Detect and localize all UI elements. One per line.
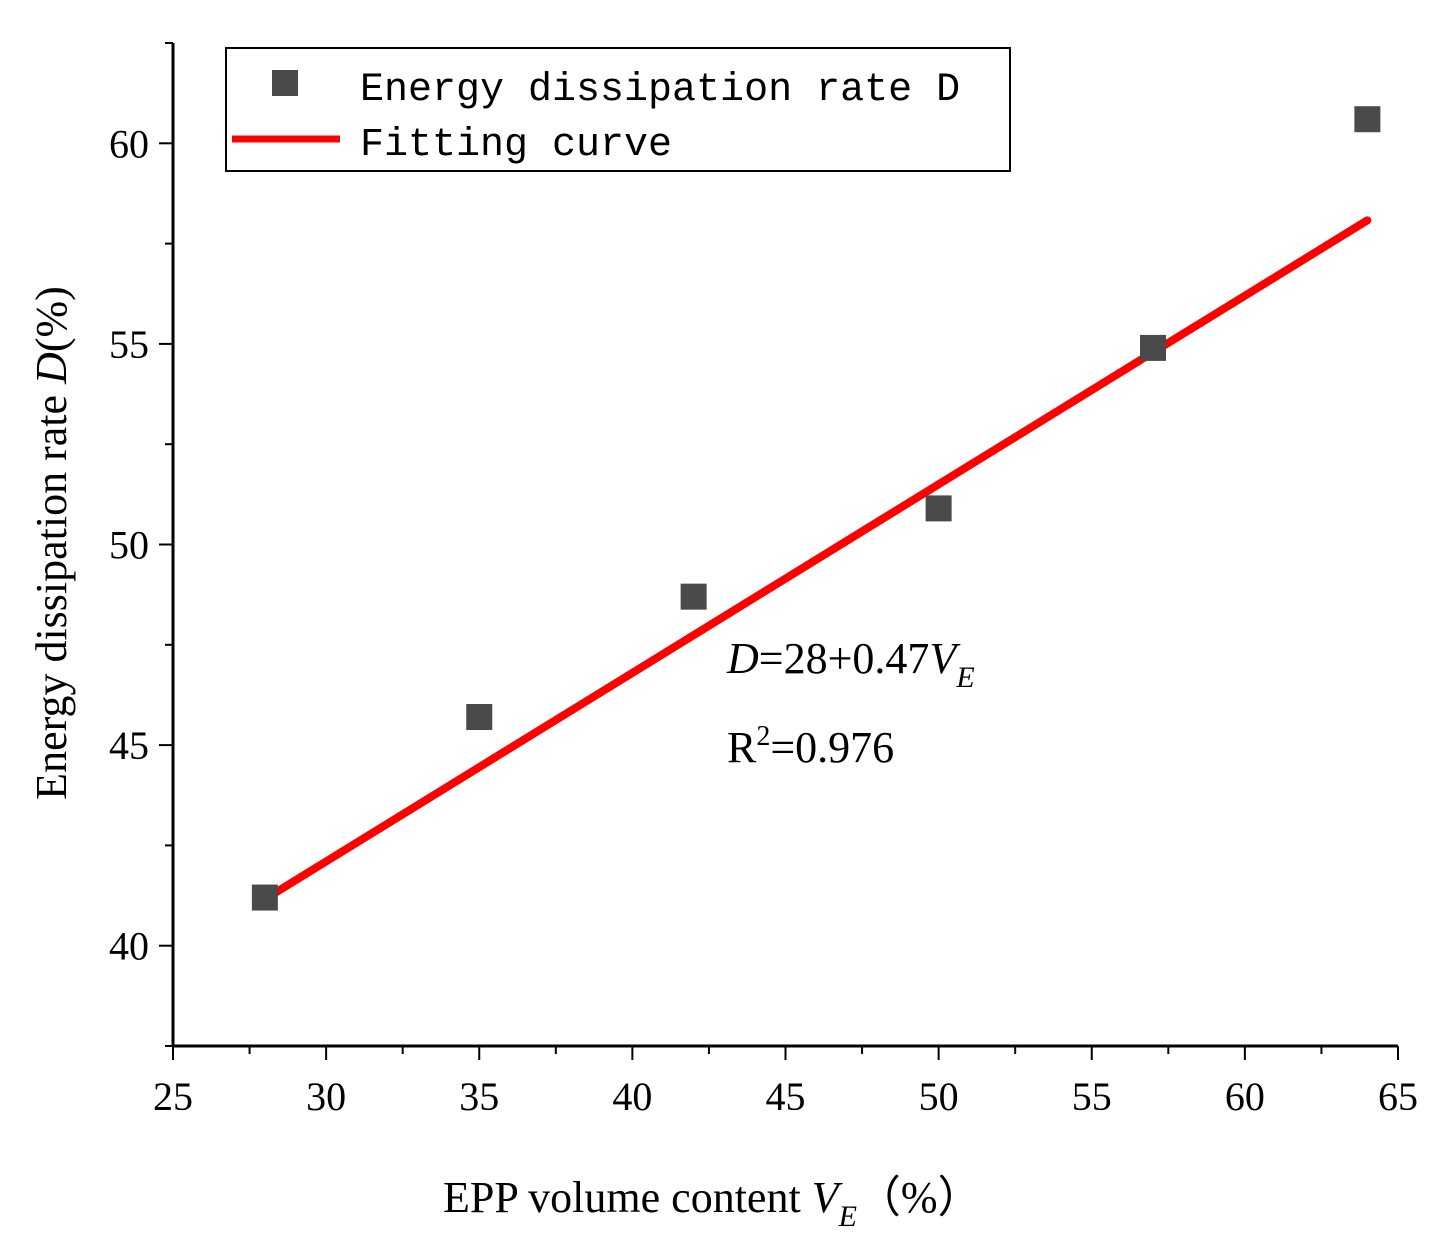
data-point [466, 704, 493, 731]
data-point [925, 495, 952, 522]
legend: Energy dissipation rate D Fitting curve [225, 47, 1011, 172]
y-axis-title-var: D [27, 352, 76, 385]
data-point [1354, 106, 1381, 133]
axes [171, 43, 1398, 1048]
x-tick-label: 55 [1072, 1074, 1112, 1119]
legend-label-scatter: Energy dissipation rate D [360, 68, 960, 113]
x-tick-label: 25 [153, 1074, 193, 1119]
r2-superscript: 2 [756, 721, 770, 752]
x-tick-label: 60 [1225, 1074, 1265, 1119]
legend-label-fit: Fitting curve [360, 123, 672, 168]
x-tick-label: 45 [766, 1074, 806, 1119]
r-squared: R2=0.976 [727, 721, 894, 772]
r2-label: R [727, 723, 757, 772]
r2-value: =0.976 [770, 723, 894, 772]
equation-var: D [726, 634, 759, 683]
x-axis-title: EPP volume content VE（%） [443, 1173, 982, 1233]
y-axis-title-unit: (%) [27, 286, 76, 352]
x-axis-title-unit: （%） [857, 1173, 982, 1222]
y-tick-label: 50 [109, 523, 149, 568]
y-axis-ticks: 40 45 50 55 60 [109, 42, 173, 1047]
x-tick-label: 40 [612, 1074, 652, 1119]
y-tick-label: 55 [109, 322, 149, 367]
y-axis-title-main: Energy dissipation rate [27, 384, 76, 800]
x-tick-label: 50 [919, 1074, 959, 1119]
fit-line-layer [260, 216, 1372, 904]
legend-marker-square [272, 70, 298, 96]
x-axis-ticks: 25 30 35 40 45 50 55 60 65 [153, 1046, 1418, 1119]
x-tick-label: 30 [306, 1074, 346, 1119]
y-tick-label: 60 [109, 121, 149, 166]
fit-line [260, 216, 1372, 904]
x-tick-label: 35 [459, 1074, 499, 1119]
data-point [251, 884, 278, 911]
x-axis-title-sub: E [838, 1200, 857, 1233]
scatter-points-layer [251, 106, 1381, 911]
equation-rhs-var: V [929, 634, 961, 683]
data-point [1140, 334, 1166, 361]
x-tick-label: 65 [1378, 1074, 1418, 1119]
y-axis-title: Energy dissipation rate D(%) [27, 286, 76, 800]
y-tick-label: 40 [109, 924, 149, 969]
data-point [680, 583, 707, 610]
x-axis-title-main: EPP volume content [443, 1173, 812, 1222]
equation-body: =28+0.47 [759, 634, 930, 683]
legend-box [225, 47, 1011, 172]
y-tick-label: 45 [109, 723, 149, 768]
fit-equation: D=28+0.47VE [726, 634, 975, 694]
x-axis-title-var: V [812, 1173, 844, 1222]
equation-rhs-sub: E [955, 661, 974, 694]
